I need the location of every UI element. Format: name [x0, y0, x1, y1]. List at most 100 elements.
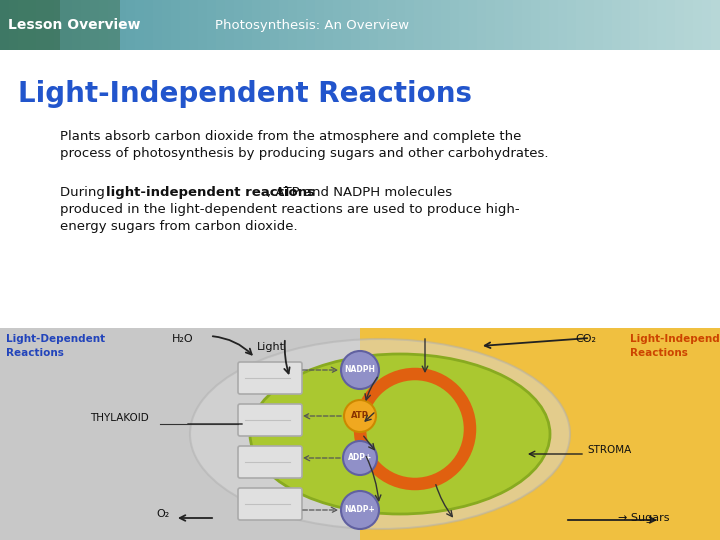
- Bar: [504, 0, 513, 50]
- Bar: [306, 0, 315, 50]
- Bar: [207, 0, 216, 50]
- Text: Light-Independent Reactions: Light-Independent Reactions: [18, 80, 472, 108]
- Bar: [684, 0, 693, 50]
- Bar: [567, 0, 576, 50]
- FancyBboxPatch shape: [238, 404, 302, 436]
- Text: Light: Light: [257, 342, 285, 352]
- Bar: [198, 0, 207, 50]
- Text: CO₂: CO₂: [575, 334, 596, 344]
- Bar: [351, 0, 360, 50]
- Bar: [171, 0, 180, 50]
- Bar: [0, 0, 120, 50]
- Bar: [666, 0, 675, 50]
- Bar: [126, 0, 135, 50]
- Bar: [702, 0, 711, 50]
- Bar: [153, 0, 162, 50]
- Bar: [441, 0, 450, 50]
- Bar: [495, 0, 504, 50]
- Bar: [81, 0, 90, 50]
- Text: Light-Independent: Light-Independent: [630, 334, 720, 344]
- Bar: [162, 0, 171, 50]
- Text: light-independent reactions: light-independent reactions: [106, 186, 315, 199]
- Bar: [387, 0, 396, 50]
- Bar: [675, 0, 684, 50]
- Bar: [459, 0, 468, 50]
- Bar: [288, 0, 297, 50]
- Bar: [540, 0, 549, 50]
- Bar: [486, 0, 495, 50]
- Bar: [144, 0, 153, 50]
- Bar: [234, 0, 243, 50]
- Text: produced in the light-dependent reactions are used to produce high-: produced in the light-dependent reaction…: [60, 203, 520, 216]
- Bar: [72, 0, 81, 50]
- Bar: [630, 0, 639, 50]
- Bar: [0, 0, 60, 50]
- FancyBboxPatch shape: [238, 488, 302, 520]
- FancyBboxPatch shape: [238, 362, 302, 394]
- Circle shape: [341, 351, 379, 389]
- Bar: [243, 0, 252, 50]
- Bar: [0, 0, 9, 50]
- Bar: [63, 0, 72, 50]
- Bar: [360, 0, 369, 50]
- Text: , ATP and NADPH molecules: , ATP and NADPH molecules: [267, 186, 452, 199]
- Bar: [333, 0, 342, 50]
- Text: Photosynthesis: An Overview: Photosynthesis: An Overview: [215, 18, 409, 31]
- Bar: [216, 0, 225, 50]
- Bar: [513, 0, 522, 50]
- Bar: [108, 0, 117, 50]
- Bar: [135, 0, 144, 50]
- Bar: [189, 0, 198, 50]
- Bar: [225, 0, 234, 50]
- Bar: [405, 0, 414, 50]
- Text: NADPH: NADPH: [344, 366, 376, 375]
- Bar: [531, 0, 540, 50]
- Text: ATP: ATP: [351, 411, 369, 421]
- Bar: [594, 0, 603, 50]
- Bar: [360, 328, 720, 540]
- Bar: [27, 0, 36, 50]
- Text: Reactions: Reactions: [6, 348, 64, 358]
- Circle shape: [341, 491, 379, 529]
- Bar: [117, 0, 126, 50]
- Text: STROMA: STROMA: [587, 445, 631, 455]
- Text: energy sugars from carbon dioxide.: energy sugars from carbon dioxide.: [60, 220, 297, 233]
- Bar: [297, 0, 306, 50]
- Bar: [585, 0, 594, 50]
- Bar: [180, 0, 189, 50]
- Bar: [378, 0, 387, 50]
- Bar: [0, 50, 720, 328]
- Bar: [342, 0, 351, 50]
- Ellipse shape: [190, 339, 570, 529]
- Bar: [90, 0, 99, 50]
- Bar: [36, 0, 45, 50]
- Circle shape: [343, 441, 377, 475]
- Bar: [576, 0, 585, 50]
- Bar: [612, 0, 621, 50]
- Text: ADP+: ADP+: [348, 454, 372, 462]
- Text: During: During: [60, 186, 109, 199]
- Bar: [621, 0, 630, 50]
- Bar: [432, 0, 441, 50]
- Circle shape: [344, 400, 376, 432]
- Bar: [324, 0, 333, 50]
- Text: Reactions: Reactions: [630, 348, 688, 358]
- Bar: [18, 0, 27, 50]
- Bar: [558, 0, 567, 50]
- Text: Plants absorb carbon dioxide from the atmosphere and complete the: Plants absorb carbon dioxide from the at…: [60, 130, 521, 143]
- Text: → Sugars: → Sugars: [618, 513, 670, 523]
- Bar: [648, 0, 657, 50]
- Bar: [450, 0, 459, 50]
- Bar: [468, 0, 477, 50]
- Text: H₂O: H₂O: [172, 334, 194, 344]
- Text: Lesson Overview: Lesson Overview: [8, 18, 140, 32]
- Bar: [549, 0, 558, 50]
- Bar: [54, 0, 63, 50]
- Bar: [423, 0, 432, 50]
- Bar: [279, 0, 288, 50]
- Bar: [396, 0, 405, 50]
- Bar: [414, 0, 423, 50]
- Bar: [711, 0, 720, 50]
- Bar: [45, 0, 54, 50]
- Ellipse shape: [250, 354, 550, 514]
